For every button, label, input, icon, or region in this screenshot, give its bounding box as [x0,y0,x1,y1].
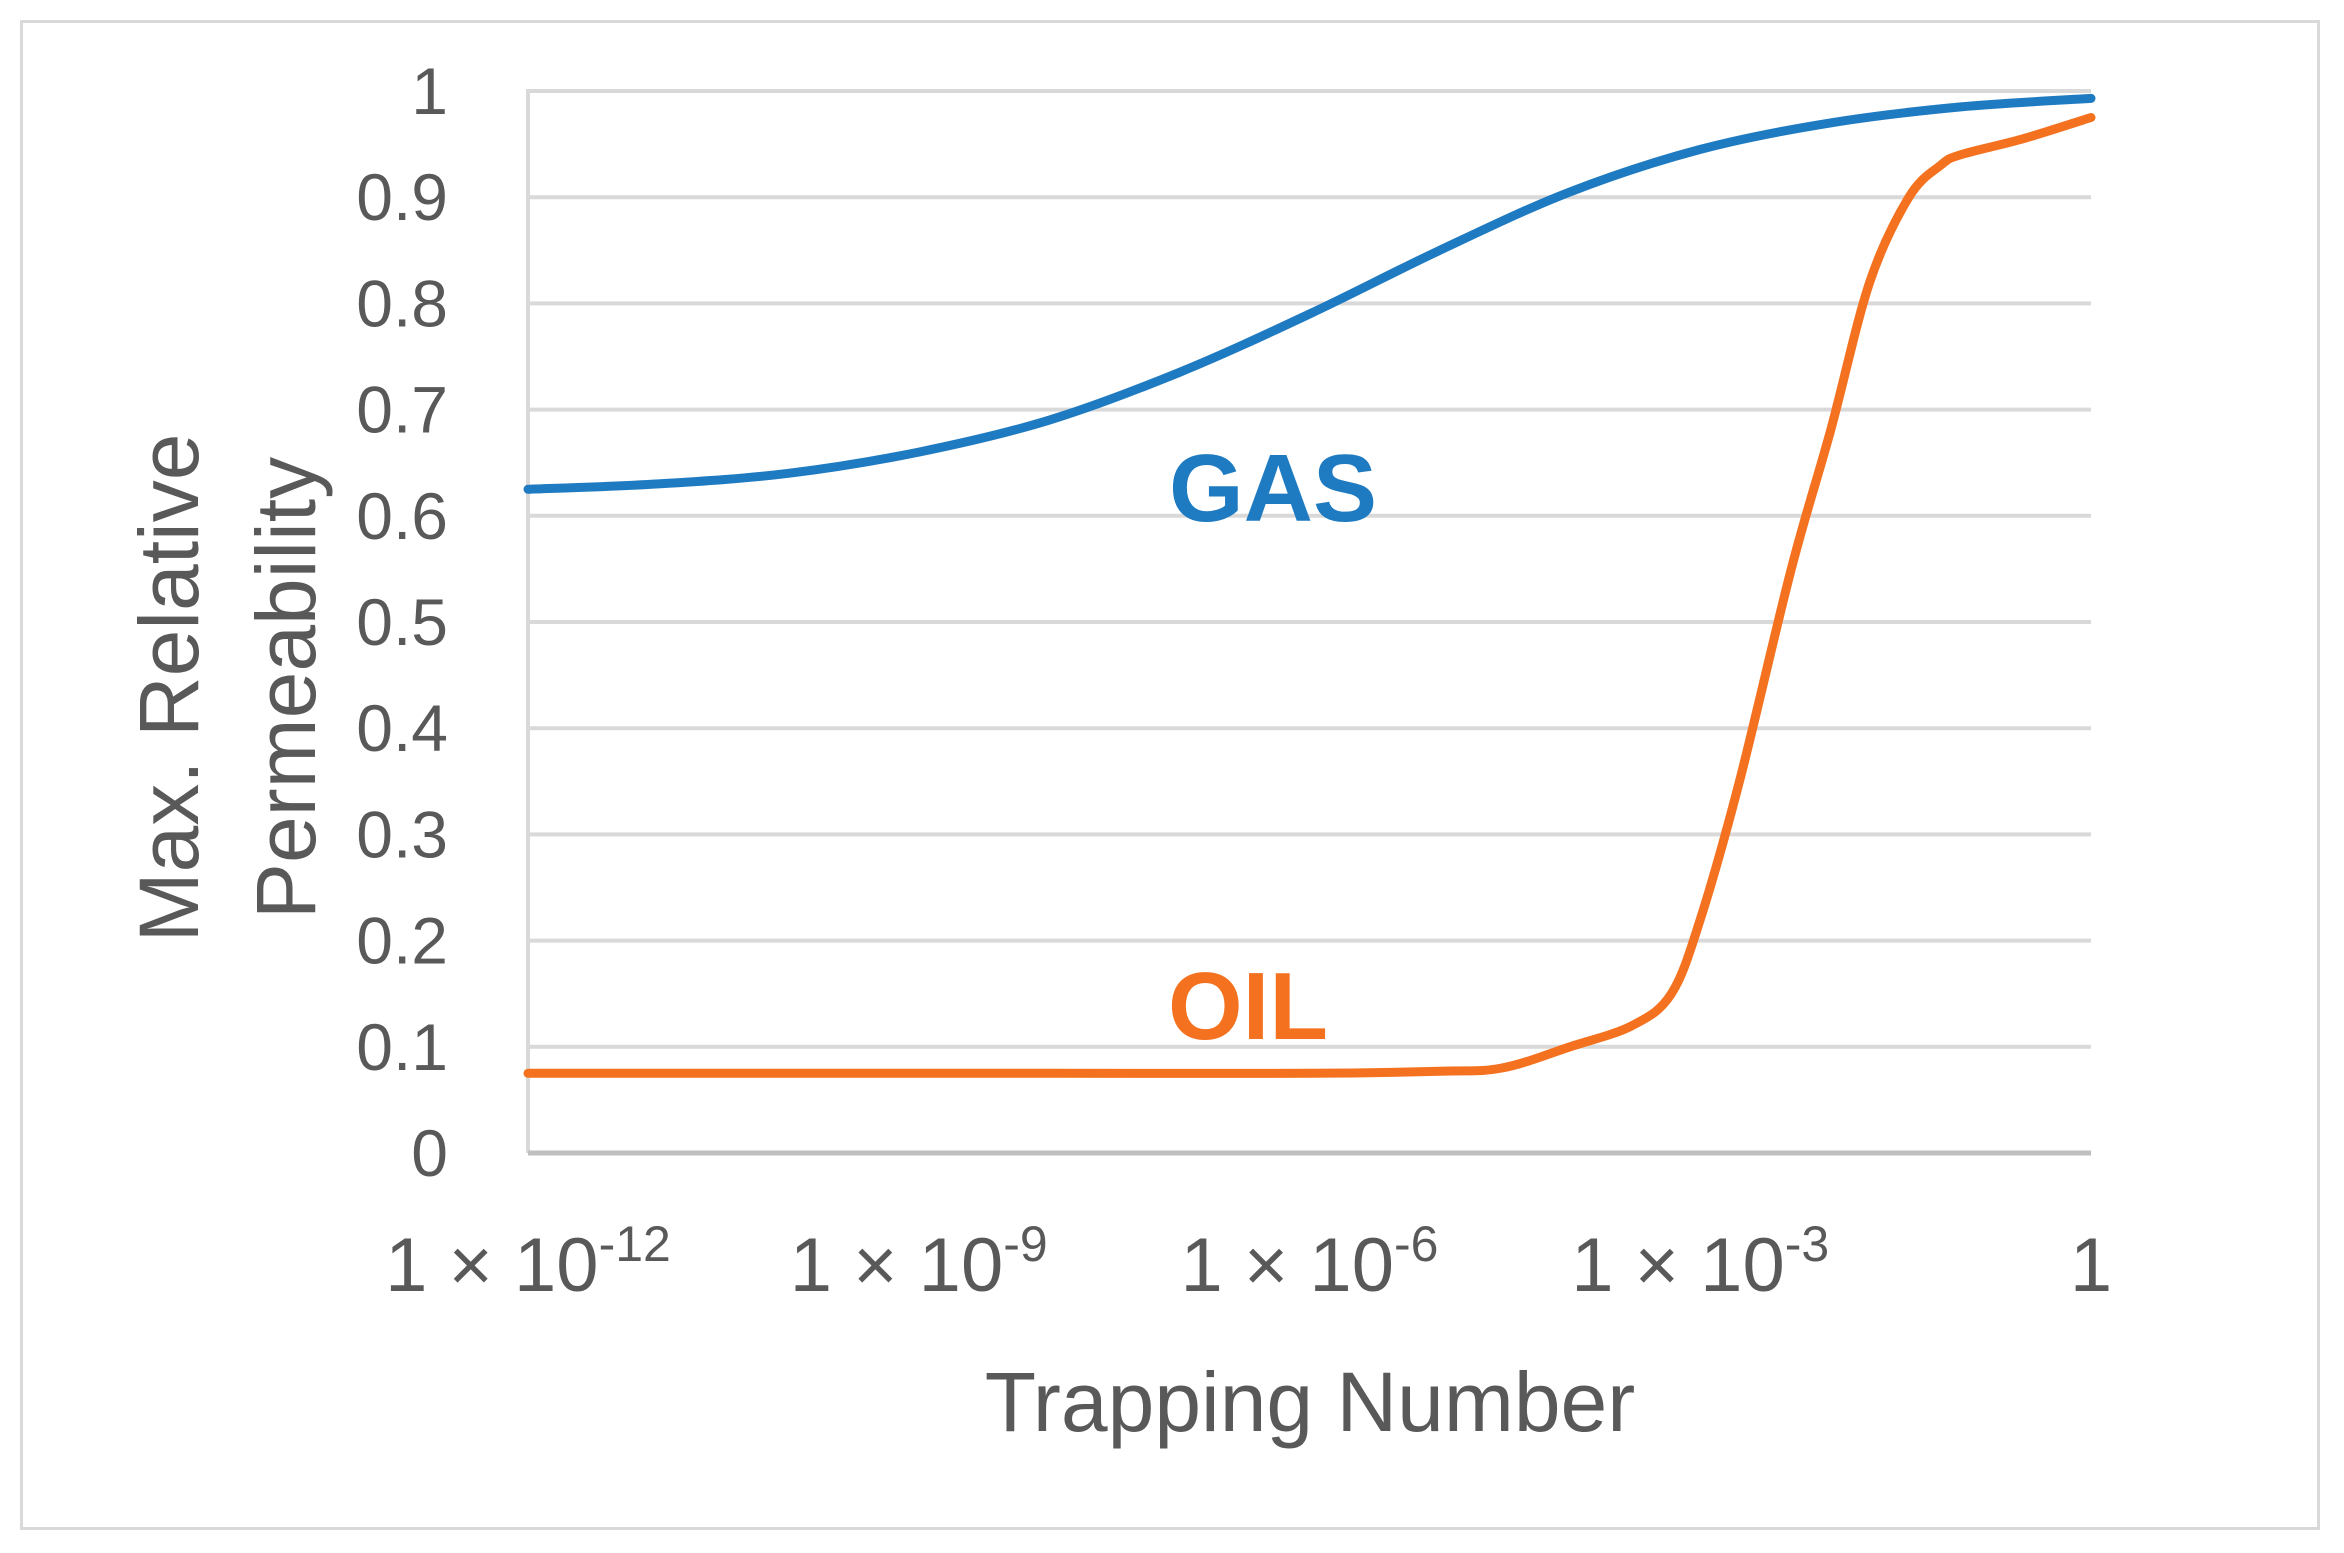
y-tick-label: 0.8 [356,266,448,340]
x-tick-exponent: -12 [599,1216,671,1272]
y-tick-label: 0.1 [356,1010,448,1084]
x-tick-mantissa: 1 × 10 [1181,1223,1394,1308]
y-tick-labels: 0 0.1 0.2 0.3 0.4 0.5 0.6 0.7 0.8 0.9 1 [356,54,448,1190]
y-tick-label: 0.5 [356,585,448,659]
y-axis-title-line1: Max. Relative [122,434,216,943]
y-tick-label: 0.6 [356,479,448,553]
x-tick-label: 1 × 10-12 [385,1216,671,1308]
series-line-gas [523,93,2096,494]
x-tick-exponent: -3 [1785,1216,1829,1272]
y-tick-label: 1 [411,54,448,128]
x-tick-mantissa: 1 × 10 [790,1223,1003,1308]
x-tick-label: 1 × 10-6 [1181,1216,1439,1308]
gridlines [528,89,2091,1049]
x-tick-mantissa: 1 [2070,1223,2112,1308]
axes [526,89,2091,1156]
y-tick-label: 0.2 [356,904,448,978]
series-label-gas: GAS [1169,435,1377,542]
x-tick-labels: 1 × 10-12 1 × 10-9 1 × 10-6 1 × 10-3 1 [385,1216,2112,1308]
x-tick-label: 1 × 10-9 [790,1216,1048,1308]
chart-frame: 0 0.1 0.2 0.3 0.4 0.5 0.6 0.7 0.8 0.9 1 1 × 10-12 1… [20,20,2320,1530]
x-tick-mantissa: 1 × 10 [385,1223,598,1308]
y-axis-title-line2: Permeability [239,457,333,919]
y-tick-label: 0.7 [356,373,448,447]
x-tick-mantissa: 1 × 10 [1571,1223,1784,1308]
series-line-oil [523,113,2096,1078]
y-tick-label: 0.9 [356,160,448,234]
x-tick-label: 1 [2070,1223,2112,1308]
x-tick-exponent: -6 [1394,1216,1438,1272]
x-axis-title: Trapping Number [985,1355,1636,1449]
x-tick-label: 1 × 10-3 [1571,1216,1829,1308]
y-tick-label: 0 [411,1116,448,1190]
chart: 00.10.20.30.40.50.60.70.80.91 1 × 10-12 1… [122,54,2112,1449]
x-tick-exponent: -9 [1003,1216,1047,1272]
series-labels: GAS OIL [1168,435,1377,1060]
series-lines [523,93,2096,1078]
y-tick-label: 0.3 [356,797,448,871]
series-label-oil: OIL [1168,953,1328,1060]
y-tick-label: 0.4 [356,691,448,765]
